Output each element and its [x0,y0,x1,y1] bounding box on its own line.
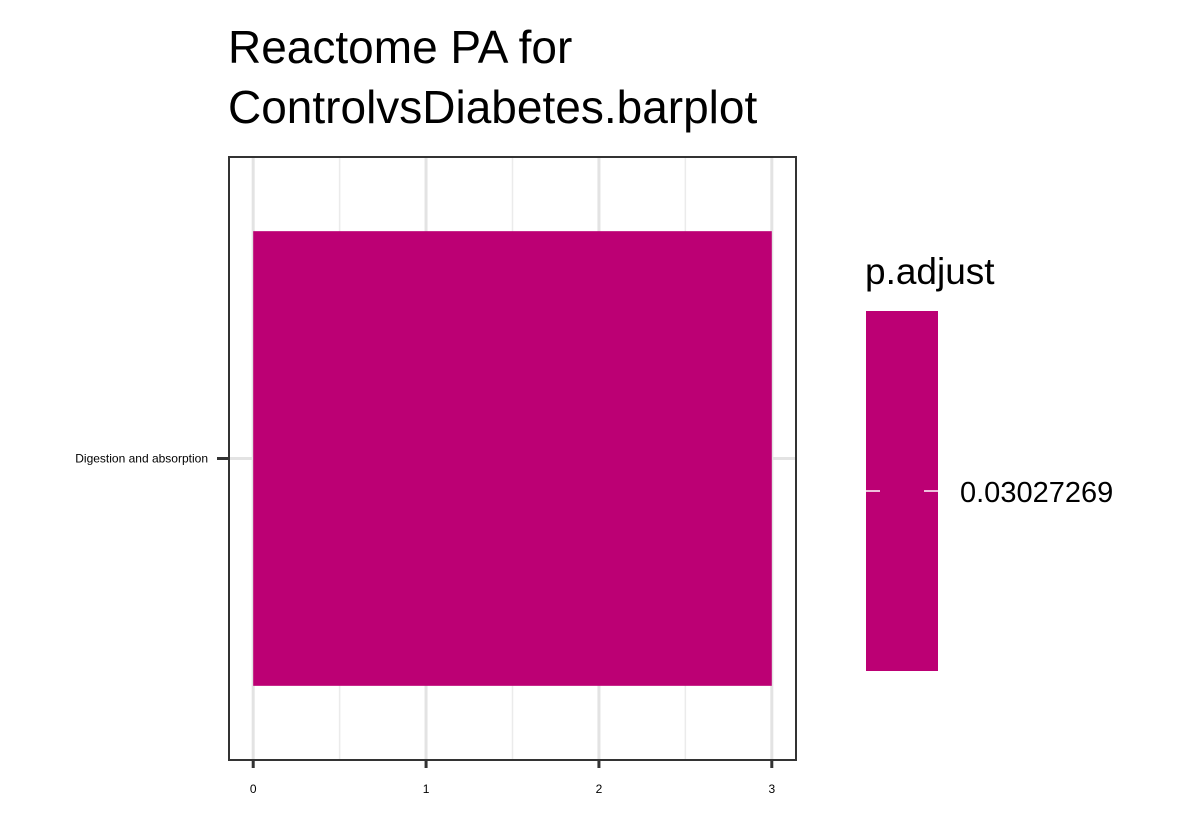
y-axis: Digestion and absorption [75,452,229,466]
legend-label: 0.03027269 [960,477,1113,509]
x-tick-label: 1 [423,782,430,796]
chart-title-line-2: ControlvsDiabetes.barplot [228,81,757,133]
x-tick-label: 2 [596,782,603,796]
x-tick-label: 0 [250,782,257,796]
chart-title-line-1: Reactome PA for [228,21,572,73]
legend: p.adjust 0.03027269 [865,251,1113,671]
bars [253,231,772,686]
x-axis: 0 1 2 3 [250,760,775,796]
y-tick-label: Digestion and absorption [75,452,208,466]
bar [253,231,772,686]
legend-title: p.adjust [865,251,995,292]
x-tick-label: 3 [768,782,775,796]
